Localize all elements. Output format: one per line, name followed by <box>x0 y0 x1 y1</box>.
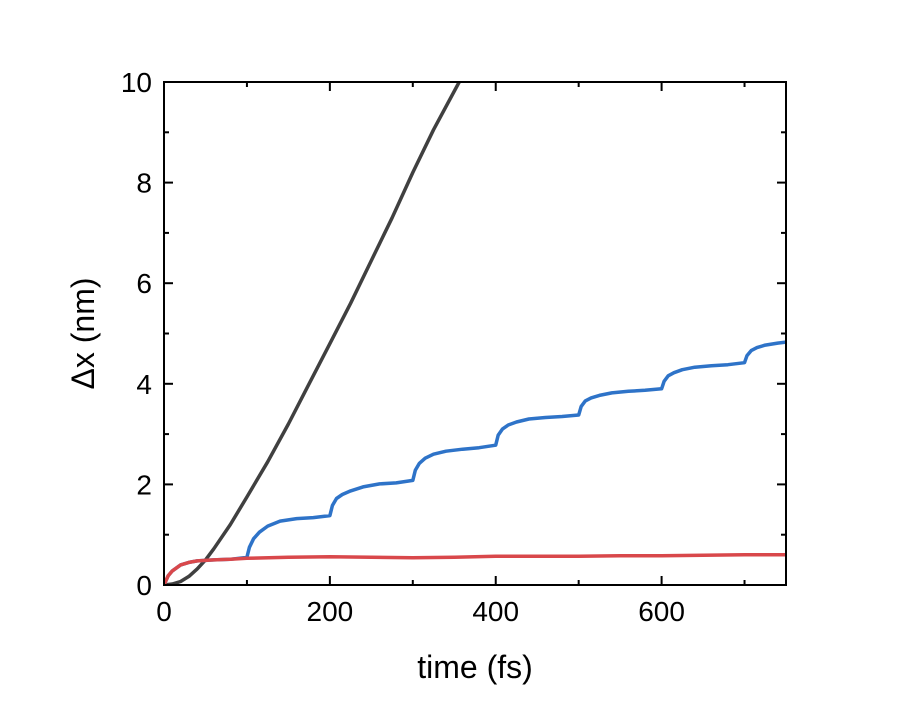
series-line-3 <box>164 553 786 585</box>
x-tick-label: 400 <box>472 596 519 627</box>
y-tick-label: 2 <box>136 469 152 500</box>
x-tick-label: 600 <box>638 596 685 627</box>
series-line-1 <box>164 82 461 585</box>
x-axis-title: time (fs) <box>417 649 533 685</box>
y-tick-label: 0 <box>136 570 152 601</box>
tick-layer: 0 200 400 600 0 2 4 6 8 10 <box>121 67 786 627</box>
y-tick-label: 4 <box>136 369 152 400</box>
series-line-2 <box>164 340 786 585</box>
y-tick-label: 8 <box>136 168 152 199</box>
y-axis-title: Δx (nm) <box>65 277 101 389</box>
plot-frame <box>163 81 787 586</box>
series-layer <box>164 82 786 585</box>
x-tick-label: 200 <box>307 596 354 627</box>
y-tick-label: 6 <box>136 268 152 299</box>
x-tick-label: 0 <box>156 596 172 627</box>
y-tick-label: 10 <box>121 67 152 98</box>
